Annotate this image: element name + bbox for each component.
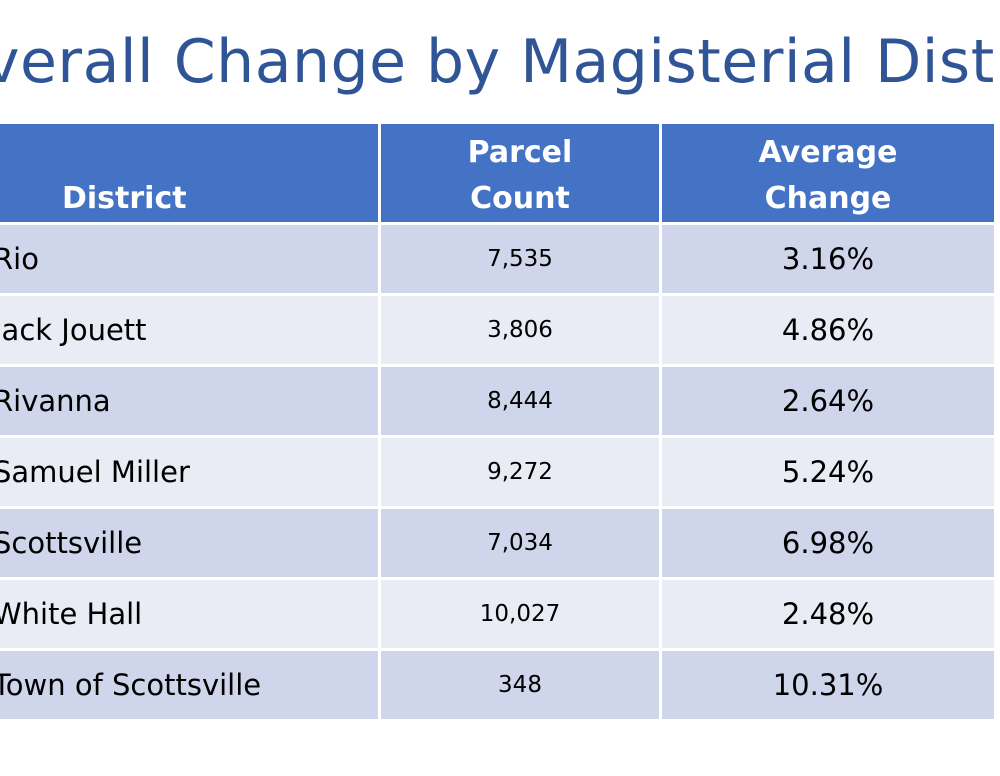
district-cell: Jack Jouett: [0, 293, 381, 367]
average-change-cell: 2.64%: [659, 364, 997, 438]
header-average-change-line1: Average: [758, 135, 898, 170]
table-row: Town of Scottsville 348 10.31%: [0, 648, 997, 722]
header-parcel-count-line1: Parcel: [467, 135, 573, 170]
header-average-change: Average Change: [659, 121, 997, 225]
header-parcel-count-line2: Count: [470, 181, 570, 216]
header-average-change-line2: Change: [764, 181, 892, 216]
table-row: Rivanna 8,444 2.64%: [0, 364, 997, 438]
table-header-row: District Parcel Count Average Change: [0, 121, 997, 225]
average-change-cell: 6.98%: [659, 506, 997, 580]
table-row: Samuel Miller 9,272 5.24%: [0, 435, 997, 509]
district-cell: Rivanna: [0, 364, 381, 438]
average-change-cell: 4.86%: [659, 293, 997, 367]
parcel-count-cell: 3,806: [378, 293, 662, 367]
average-change-cell: 5.24%: [659, 435, 997, 509]
table-row: Rio 7,535 3.16%: [0, 222, 997, 296]
district-cell: Town of Scottsville: [0, 648, 381, 722]
district-cell: White Hall: [0, 577, 381, 651]
average-change-cell: 3.16%: [659, 222, 997, 296]
parcel-count-cell: 7,034: [378, 506, 662, 580]
parcel-count-cell: 8,444: [378, 364, 662, 438]
parcel-count-cell: 9,272: [378, 435, 662, 509]
header-parcel-count: Parcel Count: [378, 121, 662, 225]
table-row: Jack Jouett 3,806 4.86%: [0, 293, 997, 367]
parcel-count-cell: 7,535: [378, 222, 662, 296]
district-cell: Scottsville: [0, 506, 381, 580]
district-cell: Rio: [0, 222, 381, 296]
district-cell: Samuel Miller: [0, 435, 381, 509]
table-row: White Hall 10,027 2.48%: [0, 577, 997, 651]
district-table: District Parcel Count Average Change Rio…: [0, 121, 997, 722]
header-district: District: [0, 121, 381, 225]
average-change-cell: 10.31%: [659, 648, 997, 722]
slide-title: verall Change by Magisterial Distric: [0, 27, 1000, 97]
parcel-count-cell: 10,027: [378, 577, 662, 651]
parcel-count-cell: 348: [378, 648, 662, 722]
average-change-cell: 2.48%: [659, 577, 997, 651]
table-row: Scottsville 7,034 6.98%: [0, 506, 997, 580]
